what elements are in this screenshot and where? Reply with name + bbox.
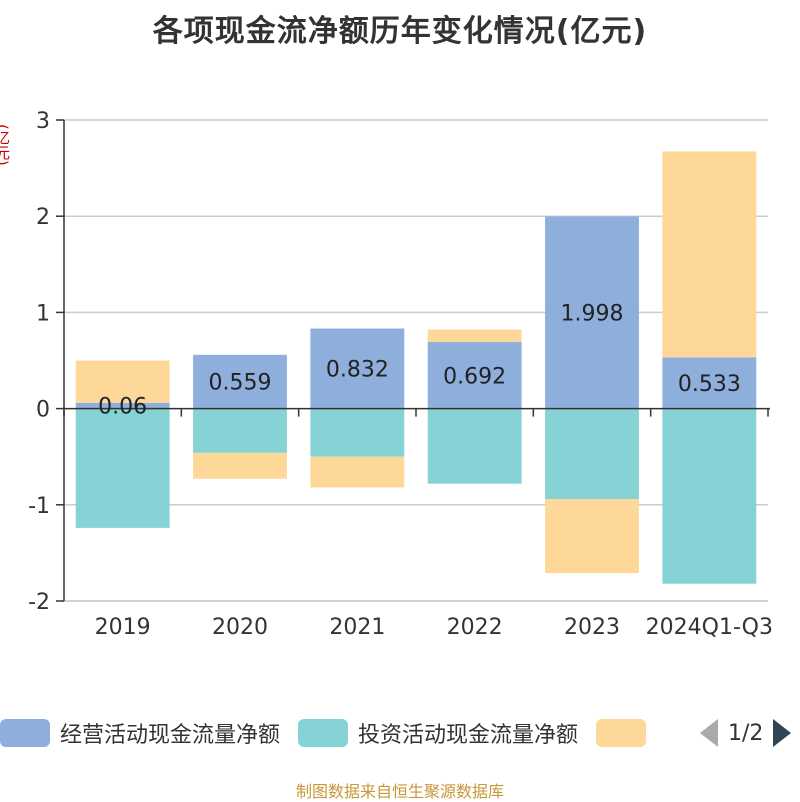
bar-segment-series-0-2019[interactable] [75,402,170,409]
legend-item-operating[interactable]: 经营活动现金流量净额 [0,717,280,749]
legend-swatch-operating [0,719,50,747]
legend-label-investing: 投资活动现金流量净额 [358,723,579,748]
bar-segment-series-2-2020[interactable] [193,452,287,479]
source-footer: 制图数据来自恒生聚源数据库 [295,782,504,801]
bar-segment-series-1-2022[interactable] [427,408,522,484]
x-tick-label: 2024Q1-Q3 [646,615,773,640]
y-tick-label: 3 [36,109,50,134]
legend-swatch-investing [298,719,349,747]
bar-segment-series-1-2021[interactable] [310,408,405,457]
bar-segment-series-1-2019[interactable] [75,408,170,528]
bar-segment-series-0-2020[interactable] [193,354,287,409]
bar-segment-series-1-2023[interactable] [545,408,639,500]
data-label: 0.692 [443,364,506,389]
bar-segment-series-1-2020[interactable] [193,408,287,453]
bar-segment-series-0-2021[interactable] [310,328,405,409]
x-tick-label: 2022 [447,615,503,640]
bar-segment-series-2-2022[interactable] [427,329,522,343]
chart-title: 各项现金流净额历年变化情况(亿元) [152,14,648,49]
legend-page-indicator: 1/2 [728,720,764,746]
data-label: 1.998 [561,301,624,326]
data-label: 0.832 [326,358,389,383]
data-labels: 0.06 0.559 0.832 0.692 1.998 0.533 [98,301,741,419]
legend-swatch-third [596,719,647,747]
y-tick-label: -1 [28,494,50,519]
bar-segment-series-0-2024Q1-Q3[interactable] [662,357,757,409]
bar-segment-series-2-2019[interactable] [75,360,170,403]
legend-item-investing[interactable]: 投资活动现金流量净额 [298,717,578,749]
bar-segment-series-0-2023[interactable] [545,216,639,409]
bar-segment-series-2-2023[interactable] [545,499,639,574]
y-tick-label: 1 [36,301,50,326]
data-label: 0.06 [98,395,147,420]
y-tick-label: 2 [36,205,50,230]
bar-chart: 3 2 1 0 -1 -2 2019 2020 2021 2022 2023 2024Q1-Q3 0.… [28,109,773,640]
y-axis-unit-label: (亿元) [0,124,11,166]
y-tick-label: -2 [28,590,50,615]
bars [75,151,757,584]
x-tick-label: 2019 [95,615,151,640]
legend-item-third[interactable] [596,719,656,747]
data-label: 0.533 [678,372,741,397]
x-tick-label: 2020 [212,615,268,640]
x-tick-label: 2023 [564,615,620,640]
legend-next-page-icon[interactable] [773,719,792,747]
bar-segment-series-1-2024Q1-Q3[interactable] [662,408,757,584]
bar-segment-series-0-2022[interactable] [427,342,522,409]
data-label: 0.559 [209,371,272,396]
axes: 3 2 1 0 -1 -2 2019 2020 2021 2022 2023 2024Q1-Q3 [28,109,773,640]
bar-segment-series-2-2024Q1-Q3[interactable] [662,151,757,358]
legend-pager: 1/2 [700,716,792,750]
legend: 经营活动现金流量净额 投资活动现金流量净额 [0,716,674,750]
legend-label-operating: 经营活动现金流量净额 [60,723,281,748]
x-tick-label: 2021 [329,615,385,640]
grid-lines [64,119,768,602]
bar-segment-series-2-2021[interactable] [310,456,405,488]
y-tick-label: 0 [36,398,50,423]
legend-prev-page-icon[interactable] [700,719,718,747]
